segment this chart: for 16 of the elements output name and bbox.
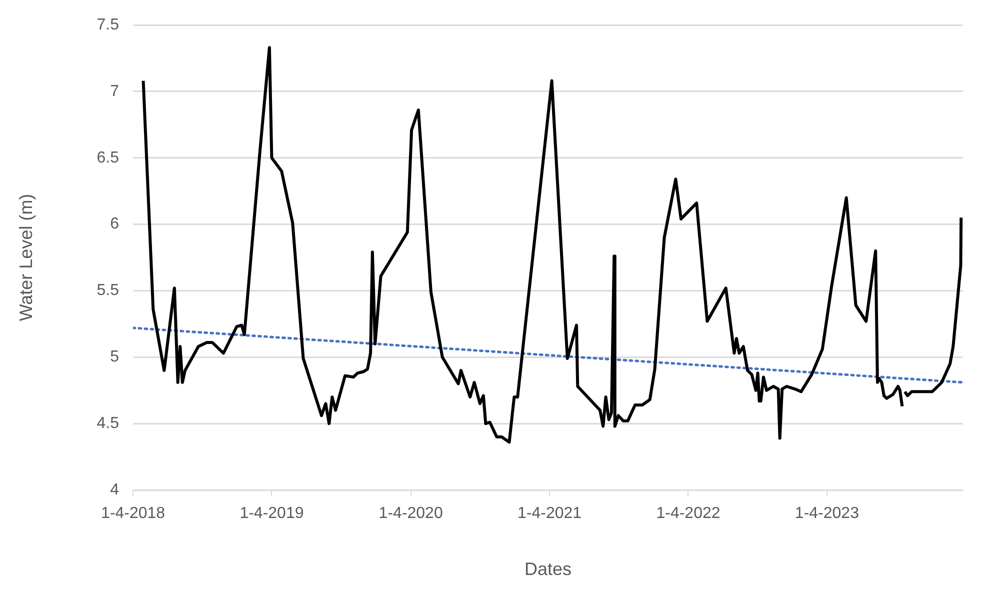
y-tick-label: 4.5 <box>96 414 120 432</box>
y-tick-label: 5 <box>110 348 120 366</box>
x-tick-label: 1-4-2021 <box>517 505 582 522</box>
x-tick-label: 1-4-2020 <box>378 505 443 522</box>
x-tick-label: 1-4-2022 <box>656 505 720 522</box>
y-axis-title: Water Level (m) <box>16 194 36 322</box>
x-tick-label: 1-4-2019 <box>240 505 304 522</box>
x-tick-label: 1-4-2018 <box>100 505 166 522</box>
y-tick-label: 5.5 <box>96 282 120 300</box>
x-tick-label: 1-4-2023 <box>794 505 860 522</box>
y-tick-label: 6 <box>110 216 120 233</box>
y-tick-label: 4 <box>110 481 120 498</box>
y-tick-label: 7 <box>110 82 120 100</box>
y-tick-label: 7.5 <box>96 16 120 34</box>
y-tick-label: 6.5 <box>96 149 120 166</box>
x-axis-title: Dates <box>524 559 572 580</box>
